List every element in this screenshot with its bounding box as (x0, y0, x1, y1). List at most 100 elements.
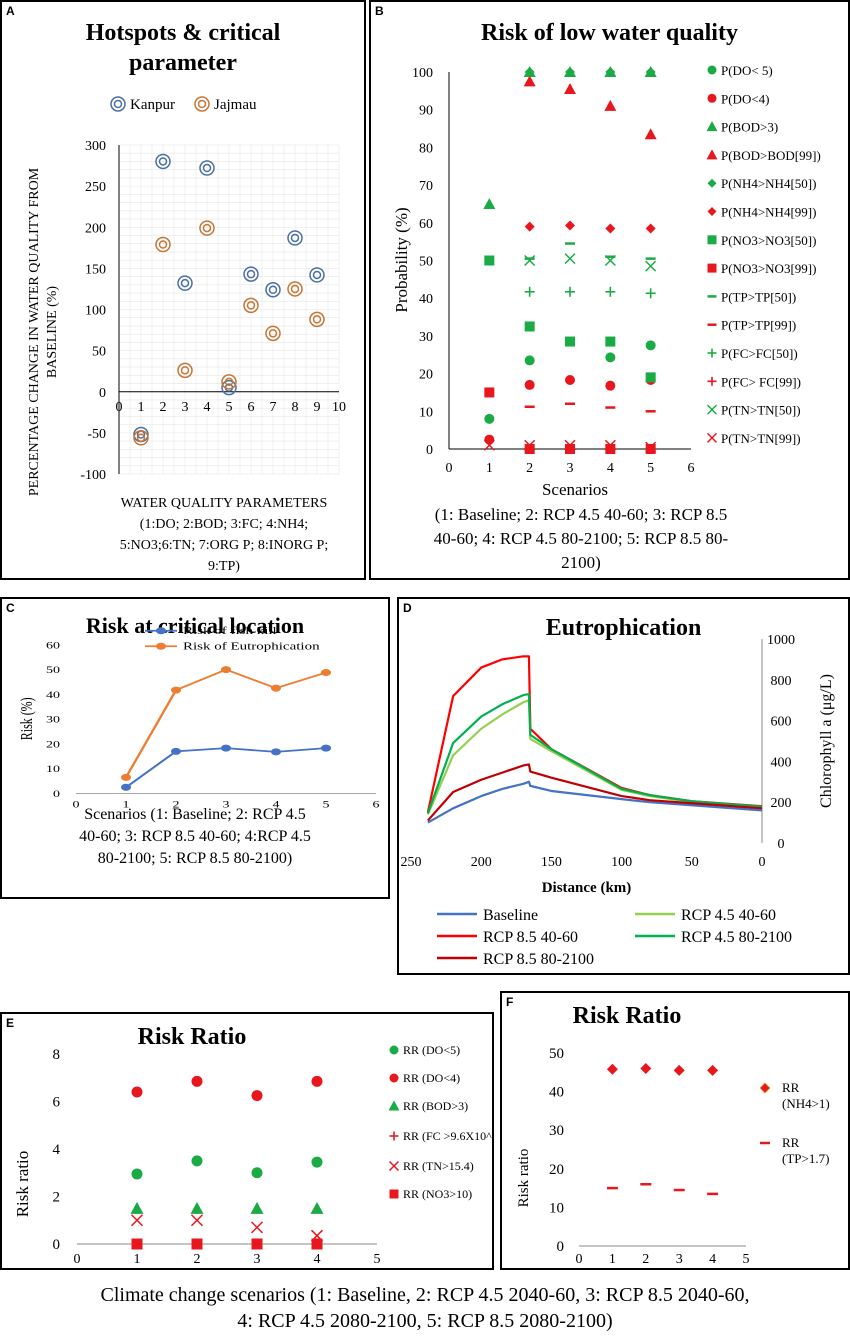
caption-line: Climate change scenarios (1: Baseline, 2… (100, 1284, 750, 1306)
data-point-inner (268, 285, 278, 295)
legend-label: P(DO<4) (721, 91, 770, 106)
data-point-kanpur (309, 267, 325, 283)
x-tick-label: 4 (314, 1252, 321, 1267)
panel-e: E Risk Ratio 0 2 4 6 8 0 1 2 3 4 5 Risk ratio RR (DO… (0, 1012, 494, 1270)
y-tick-label: 300 (85, 139, 106, 154)
legend-marker (389, 1073, 399, 1083)
panel-a: A Hotspots & critical parameter -100 -50 0… (0, 0, 366, 580)
x-tick-label: 3 (676, 1252, 683, 1267)
y-tick-label: 4 (53, 1142, 61, 1158)
y-tick-label: -100 (80, 468, 106, 483)
chart-d: 0 200 400 600 800 1000 250 200 150 100 50 0 Distance… (401, 633, 836, 968)
series-line (426, 692, 763, 814)
x-tick-label: 3 (254, 1252, 261, 1267)
data-point (130, 1214, 144, 1227)
panel-b: B Risk of low water quality 0 10 20 30 40 50 6… (369, 0, 850, 580)
legend-label: RR (782, 1135, 800, 1150)
y-tick-label: 2 (53, 1190, 61, 1206)
x-axis-label: (1:DO; 2:BOD; 3:FC; 4:NH4; (140, 517, 308, 532)
x-tick-label: 7 (270, 400, 277, 415)
data-point-inner (312, 270, 322, 280)
x-tick-label: 250 (401, 855, 422, 870)
data-point (524, 67, 535, 77)
data-point-jajmau (177, 362, 193, 379)
x-tick-label: 8 (292, 400, 299, 415)
legend-marker (156, 627, 166, 635)
data-point-kanpur (265, 282, 281, 298)
panel-c: C Risk at critical location 0 10 20 30 40 50 6… (0, 597, 390, 899)
legend-marker (706, 149, 718, 160)
x-tick-label: 6 (248, 400, 255, 415)
data-point (605, 352, 616, 363)
legend-label: RR (DO<4) (403, 1071, 460, 1085)
data-point (645, 260, 657, 272)
legend-label: Baseline (483, 907, 538, 924)
x-tick-label: 4 (204, 400, 211, 415)
data-point-jajmau (265, 325, 281, 342)
x-tick-label: 2 (526, 461, 533, 476)
legend-marker-inner (113, 99, 123, 109)
x-tick-label: 3 (182, 400, 189, 415)
legend-label: RR (BOD>3) (403, 1099, 468, 1113)
y-tick-label: 40 (46, 689, 60, 700)
data-point (131, 1238, 143, 1250)
data-point-inner (202, 163, 212, 173)
data-point (605, 444, 616, 454)
chart-b: 0 10 20 30 40 50 60 70 80 90 100 0 1 2 3 4 5 6 Probability… (392, 63, 821, 572)
y-tick-label: 400 (771, 755, 792, 770)
y-tick-label: 30 (419, 330, 433, 345)
x-tick-label: 1 (134, 1252, 141, 1267)
y-tick-label: 50 (46, 664, 60, 675)
x-tick-label: 1 (609, 1252, 616, 1267)
data-point (604, 254, 616, 267)
y-tick-label: 150 (85, 262, 106, 277)
y-tick-label: 40 (419, 292, 433, 307)
legend-label: RR (TN>15.4) (403, 1159, 474, 1173)
legend-label-cont: (TP>1.7) (782, 1151, 829, 1166)
x-tick-label: 5 (647, 461, 654, 476)
x-tick-label: 4 (709, 1252, 716, 1267)
data-point-jajmau (133, 430, 149, 446)
legend-label: P(NO3>NO3[50]) (721, 233, 816, 248)
x-tick-label: 0 (116, 400, 123, 415)
data-point-inner (246, 269, 256, 279)
data-point-kanpur (177, 275, 193, 291)
data-point (484, 434, 495, 445)
legend-marker (707, 93, 717, 103)
y-tick-label: 70 (419, 179, 433, 194)
legend-marker (707, 178, 717, 188)
y-axis-label: PERCENTAGE CHANGE IN WATER QUALITY FROM B… (27, 167, 60, 496)
chart-c: 0 10 20 30 40 50 60 0 1 2 3 4 5 6 Risk (%) Risk of fish… (18, 624, 379, 809)
data-point (121, 783, 131, 791)
scenario-note: (1: Baseline; 2: RCP 4.5 40-60; 3: RCP 8… (435, 505, 727, 524)
legend-label: Risk of fish kill (183, 624, 277, 636)
data-point-inner (268, 329, 278, 338)
data-point (604, 439, 616, 451)
data-point (251, 1090, 263, 1102)
data-point-jajmau (287, 281, 303, 297)
y-tick-label: 1000 (767, 633, 795, 648)
x-tick-label: 0 (576, 1252, 583, 1267)
x-tick-label: 3 (567, 461, 574, 476)
panel-letter: E (6, 1016, 15, 1030)
legend-marker (389, 1045, 399, 1055)
x-axis-label: 5:NO3;6:TN; 7:ORG P; 8:INORG P; (120, 538, 328, 553)
y-tick-label: 10 (46, 763, 60, 774)
x-axis-label: 9:TP) (208, 559, 240, 574)
y-tick-label: 0 (778, 837, 785, 852)
x-tick-label: 3 (222, 799, 229, 809)
panel-letter: A (6, 4, 15, 18)
y-tick-label: 10 (549, 1200, 564, 1216)
legend-label: RR (NO3>10) (403, 1187, 472, 1201)
y-tick-label: 60 (419, 217, 433, 232)
series-line (427, 763, 763, 822)
note-line: 40-60; 3: RCP 8.5 40-60; 4:RCP 4.5 (79, 828, 311, 845)
data-point (524, 321, 535, 332)
y-tick-label: 60 (46, 639, 60, 650)
scenario-note: 2100) (561, 553, 601, 572)
y-tick-label: 0 (53, 1237, 61, 1253)
panel-letter: F (506, 995, 514, 1009)
data-point (645, 372, 656, 383)
data-point (645, 340, 656, 351)
data-point (484, 387, 495, 398)
